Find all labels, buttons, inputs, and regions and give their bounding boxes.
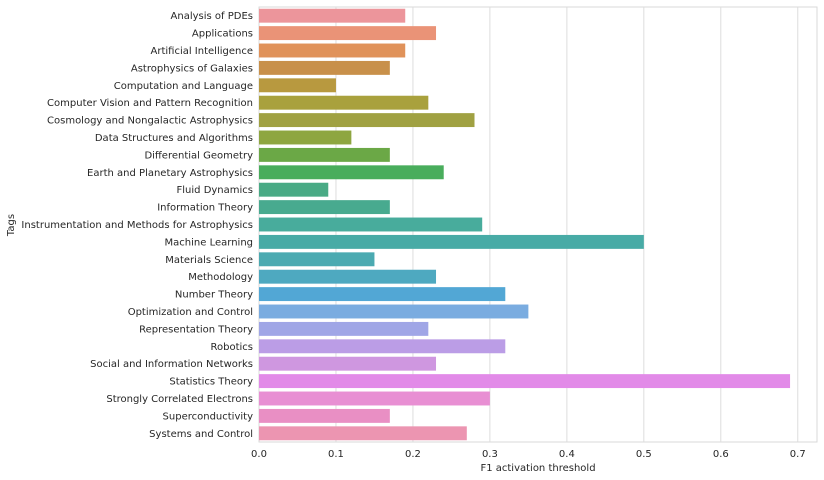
x-tick-label: 0.7	[790, 449, 806, 460]
bar	[259, 356, 437, 371]
y-tick-label: Data Structures and Algorithms	[95, 133, 253, 144]
x-axis-title: F1 activation threshold	[480, 463, 595, 474]
y-tick-label: Optimization and Control	[128, 307, 253, 318]
x-tick-label: 0.1	[328, 449, 344, 460]
bar	[259, 26, 437, 41]
bar	[259, 234, 644, 249]
y-tick-label: Computation and Language	[114, 81, 253, 92]
bar	[259, 78, 336, 93]
bar	[259, 8, 406, 23]
bar	[259, 147, 390, 162]
bar	[259, 304, 529, 319]
y-tick-label: Differential Geometry	[144, 150, 253, 161]
bar	[259, 60, 390, 75]
x-tick-label: 0.0	[251, 449, 267, 460]
y-tick-label: Instrumentation and Methods for Astrophy…	[21, 220, 253, 231]
x-tick-label: 0.2	[405, 449, 421, 460]
x-tick-label: 0.6	[713, 449, 729, 460]
bar	[259, 426, 467, 441]
bar	[259, 43, 406, 58]
y-tick-label: Systems and Control	[149, 429, 253, 440]
y-tick-label: Astrophysics of Galaxies	[131, 63, 253, 74]
y-tick-label: Materials Science	[165, 255, 253, 266]
bar	[259, 252, 375, 267]
x-tick-labels: 0.0 0.1 0.2 0.3 0.4 0.5 0.6 0.7	[251, 449, 806, 460]
y-axis-title: Tags	[6, 214, 17, 237]
y-tick-label: Computer Vision and Pattern Recognition	[47, 98, 253, 109]
bar	[259, 269, 437, 284]
x-tick-label: 0.5	[636, 449, 652, 460]
bar	[259, 182, 329, 197]
bar	[259, 217, 483, 232]
bar	[259, 408, 390, 423]
bar	[259, 200, 390, 215]
y-tick-labels: Analysis of PDEs Applications Artificial I…	[21, 11, 253, 440]
y-tick-label: Cosmology and Nongalactic Astrophysics	[47, 116, 253, 127]
y-tick-label: Artificial Intelligence	[151, 46, 254, 57]
y-tick-label: Strongly Correlated Electrons	[106, 394, 253, 405]
bar	[259, 391, 490, 406]
x-tick-label: 0.4	[559, 449, 575, 460]
y-tick-label: Number Theory	[175, 290, 253, 301]
bar	[259, 113, 475, 128]
bar	[259, 165, 444, 180]
bar	[259, 321, 429, 336]
bar	[259, 339, 506, 354]
x-tick-label: 0.3	[482, 449, 498, 460]
y-tick-label: Applications	[192, 29, 253, 40]
y-tick-label: Statistics Theory	[169, 377, 253, 388]
bar	[259, 95, 429, 110]
y-tick-label: Social and Information Networks	[90, 359, 253, 370]
y-tick-label: Information Theory	[157, 203, 253, 214]
y-tick-label: Analysis of PDEs	[171, 11, 253, 22]
y-tick-label: Machine Learning	[165, 237, 253, 248]
bar	[259, 130, 352, 145]
y-tick-label: Methodology	[188, 272, 253, 283]
y-tick-label: Earth and Planetary Astrophysics	[87, 168, 253, 179]
y-tick-label: Robotics	[211, 342, 254, 353]
y-tick-label: Fluid Dynamics	[177, 185, 253, 196]
bar	[259, 374, 791, 389]
bars	[259, 8, 791, 441]
y-tick-label: Representation Theory	[139, 324, 253, 335]
y-tick-label: Superconductivity	[163, 411, 254, 422]
bar	[259, 287, 506, 302]
